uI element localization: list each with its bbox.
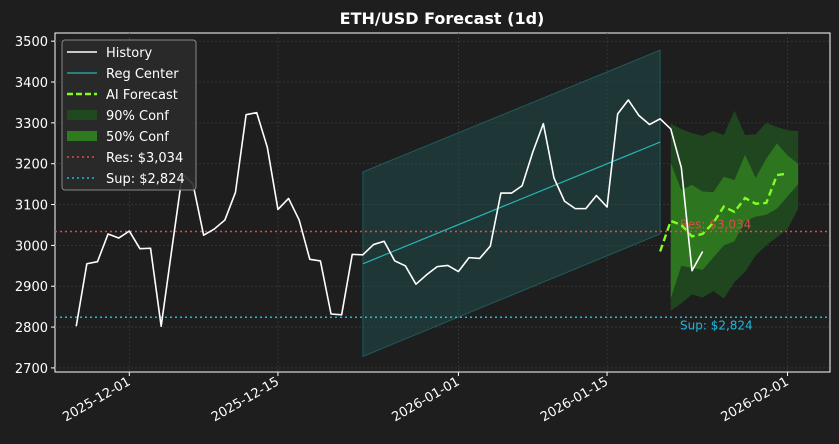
legend-label-conf50: 50% Conf xyxy=(106,130,169,145)
legend-label-reg_center: Reg Center xyxy=(106,67,179,82)
y-tick-label: 2800 xyxy=(15,321,48,336)
y-tick-label: 3300 xyxy=(15,117,48,132)
y-tick-label: 3000 xyxy=(15,239,48,254)
y-tick-label: 2900 xyxy=(15,280,48,295)
y-tick-label: 3100 xyxy=(15,199,48,214)
y-tick-label: 3400 xyxy=(15,76,48,91)
conf50-band xyxy=(670,143,799,299)
chart-title: ETH/USD Forecast (1d) xyxy=(340,9,545,28)
legend-box xyxy=(61,39,197,191)
y-tick-label: 3200 xyxy=(15,158,48,173)
legend-swatch-conf90 xyxy=(67,110,97,120)
y-tick-label: 2700 xyxy=(15,362,48,377)
legend-label-conf90: 90% Conf xyxy=(106,109,169,124)
legend: History Reg Center AI Forecast 90% Conf 50% … xyxy=(61,39,197,191)
support-label: Sup: $2,824 xyxy=(680,318,753,332)
regression-center-line xyxy=(362,141,661,265)
resistance-label: Res: $3,034 xyxy=(680,217,751,231)
legend-label-history: History xyxy=(106,46,153,61)
legend-label-resistance: Res: $3,034 xyxy=(106,151,183,166)
y-tick-label: 3500 xyxy=(15,35,48,50)
ai-forecast-line xyxy=(659,172,788,252)
legend-label-support: Sup: $2,824 xyxy=(106,172,185,187)
legend-swatch-conf50 xyxy=(67,131,97,141)
legend-label-ai_forecast: AI Forecast xyxy=(106,88,178,103)
